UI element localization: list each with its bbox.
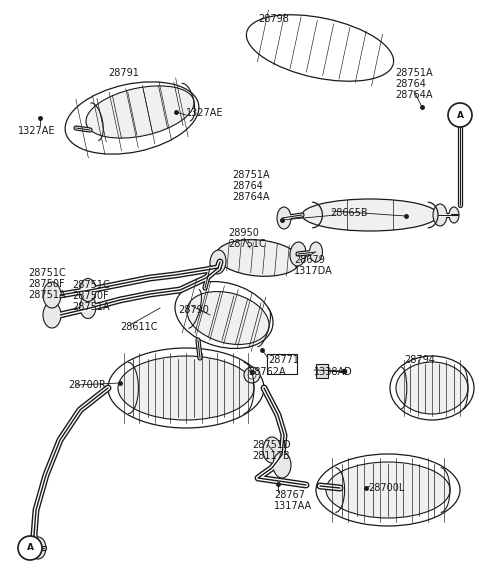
Text: 28764: 28764 <box>232 181 263 191</box>
Text: 28950: 28950 <box>228 228 259 238</box>
Text: 28751C: 28751C <box>28 268 66 278</box>
Ellipse shape <box>86 86 194 138</box>
FancyBboxPatch shape <box>267 354 297 374</box>
Text: 28767: 28767 <box>274 490 305 500</box>
Text: 28751A: 28751A <box>28 290 66 300</box>
Ellipse shape <box>43 282 61 308</box>
Text: 28751A: 28751A <box>72 302 109 312</box>
Circle shape <box>448 103 472 127</box>
Text: 28751A: 28751A <box>232 170 270 180</box>
Text: 28611C: 28611C <box>120 322 157 332</box>
Ellipse shape <box>80 278 96 302</box>
Ellipse shape <box>433 204 447 226</box>
Text: 28762A: 28762A <box>248 367 286 377</box>
Ellipse shape <box>302 199 438 231</box>
Text: 28794: 28794 <box>404 355 435 365</box>
Text: 28751A: 28751A <box>395 68 432 78</box>
Text: 28679: 28679 <box>294 255 325 265</box>
Text: 28700L: 28700L <box>368 483 404 493</box>
Text: 28764A: 28764A <box>395 90 432 100</box>
Text: 28700R: 28700R <box>68 380 106 390</box>
Text: 28751D: 28751D <box>252 440 290 450</box>
Text: 28764: 28764 <box>395 79 426 89</box>
Circle shape <box>18 536 42 560</box>
Text: 28750F: 28750F <box>72 291 108 301</box>
Text: A: A <box>456 110 464 120</box>
Ellipse shape <box>216 239 300 276</box>
Text: 28764A: 28764A <box>232 192 269 202</box>
Ellipse shape <box>396 362 468 414</box>
Ellipse shape <box>290 242 306 266</box>
Ellipse shape <box>187 292 269 345</box>
Text: 28117B: 28117B <box>252 451 289 461</box>
Text: 28751C: 28751C <box>228 239 266 249</box>
Text: 28791: 28791 <box>108 68 139 78</box>
Text: 1327AE: 1327AE <box>18 126 56 136</box>
Ellipse shape <box>273 452 291 478</box>
Text: 28750F: 28750F <box>28 279 65 289</box>
Text: 28665B: 28665B <box>330 208 368 218</box>
Text: 28771: 28771 <box>268 355 299 365</box>
Text: 28798: 28798 <box>258 14 289 24</box>
Ellipse shape <box>310 242 323 262</box>
Text: 28790: 28790 <box>178 305 209 315</box>
Text: 1327AE: 1327AE <box>186 108 224 118</box>
Text: 1317AA: 1317AA <box>274 501 312 511</box>
Text: 28751C: 28751C <box>72 280 110 290</box>
Ellipse shape <box>43 302 61 328</box>
Text: 1338AD: 1338AD <box>314 367 353 377</box>
Ellipse shape <box>263 437 281 463</box>
Ellipse shape <box>277 207 291 229</box>
Circle shape <box>244 367 260 383</box>
Ellipse shape <box>210 250 226 274</box>
Ellipse shape <box>80 295 96 319</box>
Ellipse shape <box>118 356 254 420</box>
Ellipse shape <box>449 207 459 223</box>
Ellipse shape <box>326 462 450 518</box>
Circle shape <box>248 371 256 379</box>
Text: 1317DA: 1317DA <box>294 266 333 276</box>
Text: A: A <box>26 544 34 552</box>
Ellipse shape <box>30 537 46 559</box>
Bar <box>316 364 328 378</box>
